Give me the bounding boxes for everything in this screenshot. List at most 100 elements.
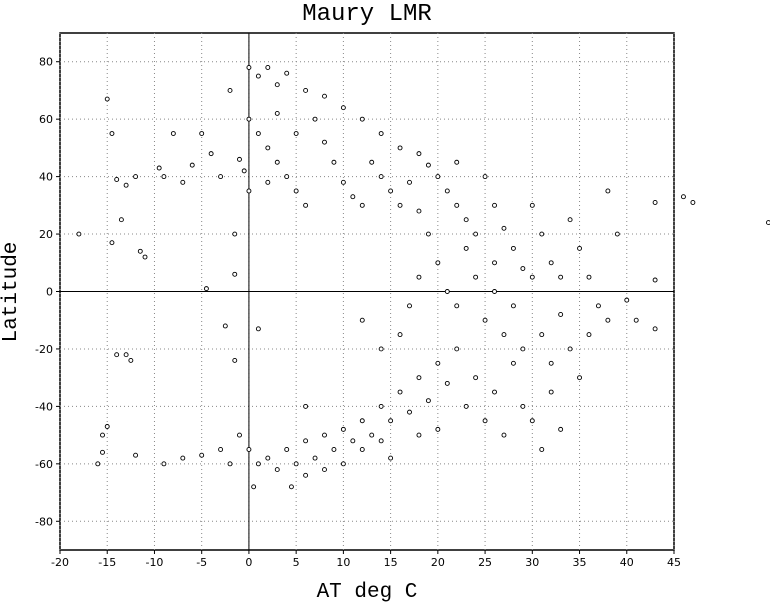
point [614, 231, 620, 237]
point [293, 461, 299, 467]
point [255, 73, 261, 79]
point [463, 217, 469, 223]
point [180, 455, 186, 461]
point [510, 245, 516, 251]
x-tick-label: -15 [98, 556, 116, 569]
point [548, 360, 554, 366]
point [690, 200, 696, 205]
point [312, 455, 318, 461]
y-tick-label: -40 [35, 400, 53, 413]
point [237, 156, 242, 162]
point [369, 159, 375, 165]
point [435, 426, 441, 432]
point [567, 346, 573, 352]
point [444, 289, 450, 294]
point [265, 145, 271, 151]
point [624, 297, 630, 303]
point [369, 432, 375, 438]
point [255, 131, 261, 136]
point [378, 346, 384, 352]
point [473, 274, 479, 280]
point [322, 467, 327, 473]
point [218, 447, 224, 452]
point [118, 217, 124, 223]
point [492, 260, 497, 266]
x-axis-label: AT deg C [317, 581, 418, 602]
point [241, 168, 247, 174]
point [156, 165, 162, 171]
point [520, 346, 526, 352]
y-axis-label: Latitude [0, 242, 23, 343]
point [274, 82, 280, 88]
point [416, 274, 422, 280]
point [586, 332, 592, 338]
point [274, 467, 280, 473]
point [109, 240, 115, 246]
point [435, 174, 441, 180]
point [232, 357, 238, 363]
point [189, 162, 195, 168]
point [586, 274, 592, 280]
point [359, 202, 365, 208]
x-tick-label: -20 [51, 556, 69, 569]
x-tick-label: 10 [336, 556, 350, 569]
point [548, 389, 554, 395]
point [416, 151, 422, 157]
point [454, 303, 460, 309]
point [170, 131, 176, 136]
point [359, 418, 365, 424]
point [463, 245, 469, 251]
point [416, 375, 422, 381]
point [548, 260, 554, 266]
point [577, 375, 582, 381]
point [114, 177, 120, 182]
point [454, 346, 460, 352]
y-tick-label: 0 [46, 286, 53, 299]
point [274, 110, 280, 116]
point [388, 455, 394, 461]
x-tick-label: 0 [245, 556, 252, 569]
point [293, 188, 299, 194]
point [76, 231, 82, 237]
point [539, 231, 545, 237]
x-tick-label: -5 [196, 556, 207, 569]
point [359, 447, 365, 452]
point [520, 403, 526, 409]
point [251, 484, 257, 490]
y-tick-label: -60 [35, 458, 53, 471]
point [359, 317, 365, 323]
point [492, 202, 497, 208]
point [284, 447, 290, 452]
point [378, 438, 384, 444]
point [246, 116, 252, 122]
point [303, 472, 309, 478]
x-tick-label: 40 [620, 556, 634, 569]
point [100, 432, 105, 438]
point [109, 131, 115, 136]
point [567, 217, 573, 223]
point [529, 418, 535, 424]
point [199, 131, 205, 136]
point [539, 332, 545, 338]
x-tick-label: 5 [293, 556, 300, 569]
point [407, 409, 412, 415]
point [218, 174, 224, 180]
point [388, 188, 394, 194]
point [558, 426, 564, 432]
point [595, 303, 601, 309]
point [284, 70, 290, 76]
point [303, 202, 309, 208]
x-tick-label: -10 [145, 556, 163, 569]
point [473, 231, 479, 237]
point [303, 87, 309, 93]
point [340, 426, 346, 432]
point [331, 447, 337, 452]
point [558, 312, 564, 317]
point [274, 159, 280, 165]
point [142, 254, 148, 260]
point [510, 360, 516, 366]
point [482, 174, 488, 180]
point [284, 174, 290, 180]
point [577, 245, 582, 251]
